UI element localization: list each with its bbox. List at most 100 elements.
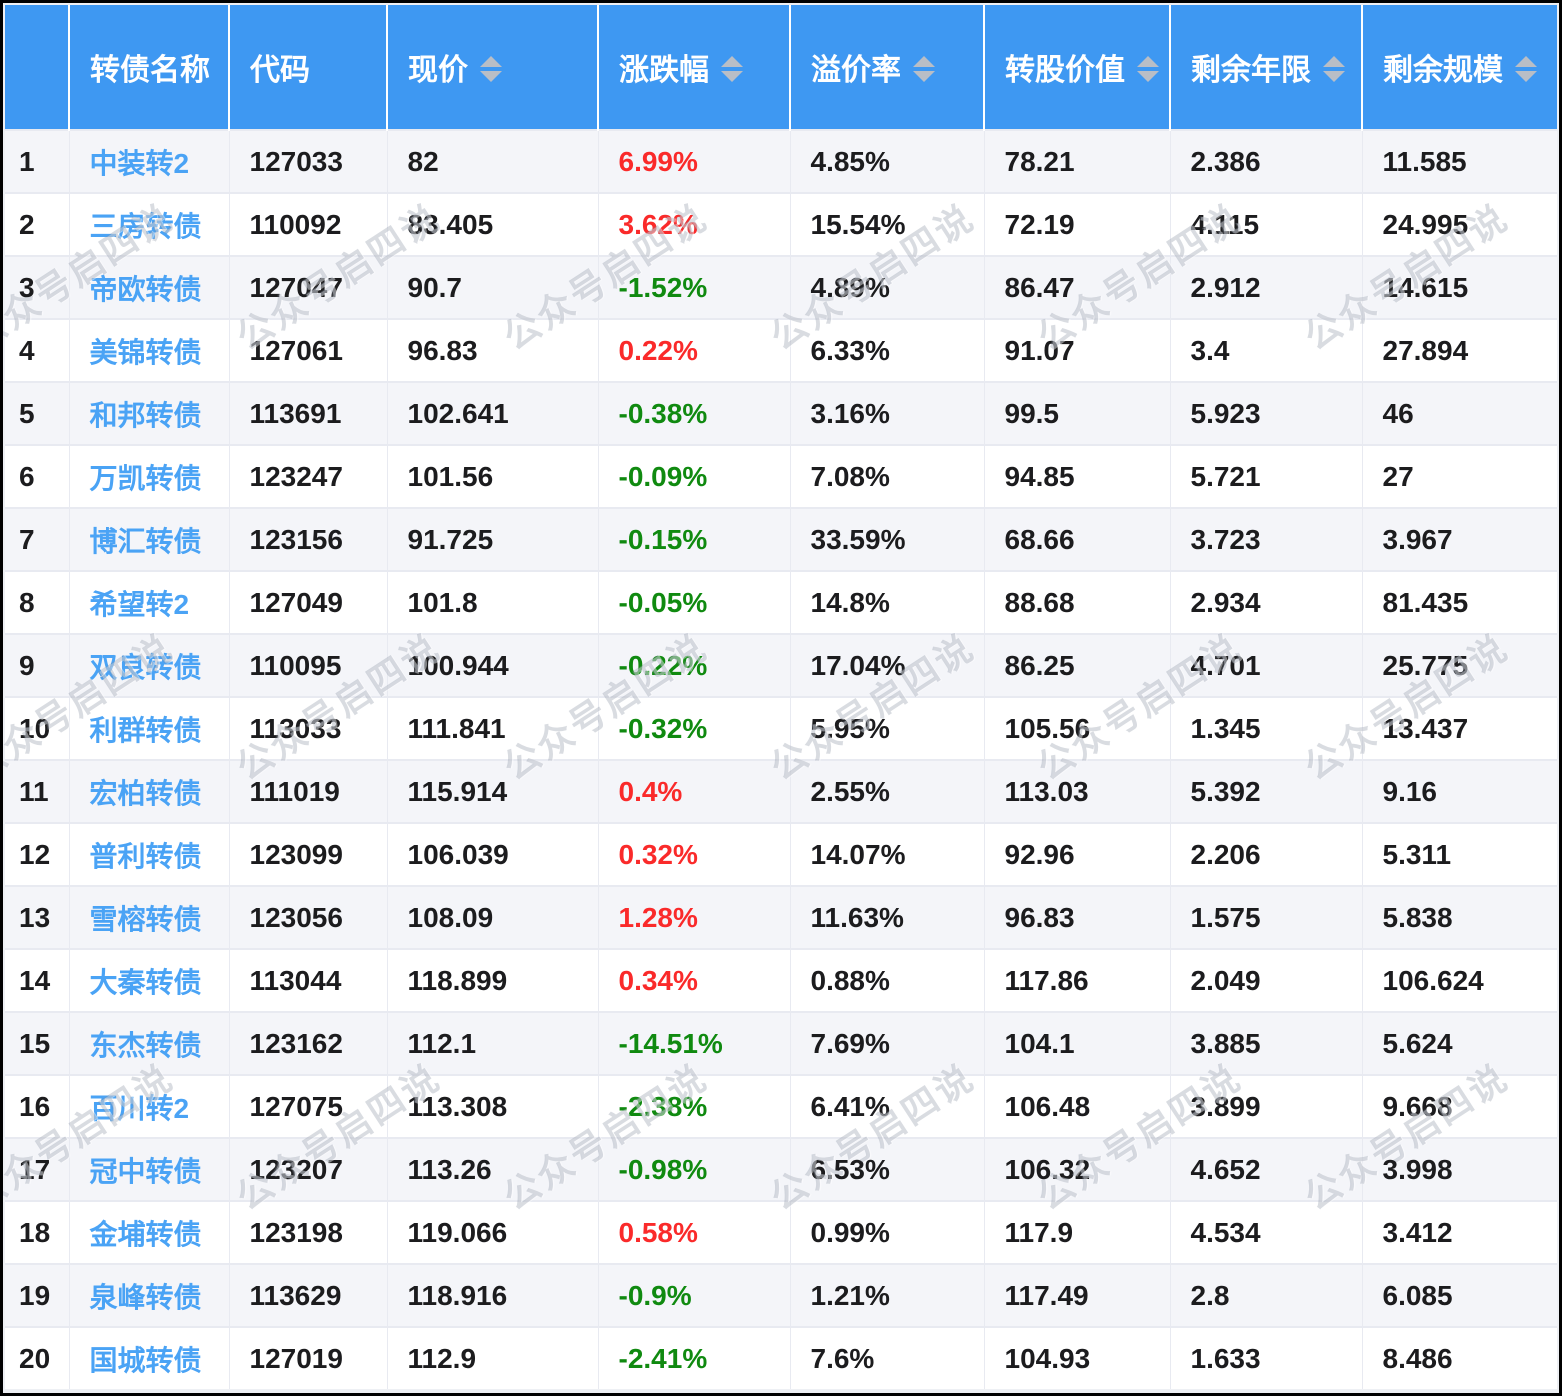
cell-code: 123099 [229,822,388,886]
cell-price: 115.914 [387,759,599,823]
bond-name-link[interactable]: 万凯转债 [89,462,202,494]
cell-row-number: 1 [5,129,70,193]
cell-remaining-years: 2.386 [1170,129,1363,193]
cell-price: 91.725 [387,507,599,571]
cell-conversion-value: 92.96 [984,822,1171,886]
bond-name-link[interactable]: 和邦转债 [89,399,202,431]
cell-code: 123162 [229,1011,388,1075]
cell-conversion-value: 105.56 [984,696,1171,760]
cell-code: 127033 [229,129,388,193]
cell-change-percent: 3.62% [598,192,791,256]
bond-name-link[interactable]: 泉峰转债 [89,1281,202,1313]
cell-change-percent: -2.38% [598,1074,791,1138]
bond-name-link[interactable]: 宏柏转债 [89,777,202,809]
bond-name-link[interactable]: 中装转2 [89,147,190,179]
cell-conversion-value: 106.32 [984,1137,1171,1201]
cell-change-percent: -0.98% [598,1137,791,1201]
bond-name-link[interactable]: 帝欧转债 [89,273,202,305]
cell-row-number: 7 [5,507,70,571]
cell-change-percent: 0.22% [598,318,791,382]
cell-bond-name: 东杰转债 [69,1011,230,1075]
cell-bond-name: 雪榕转债 [69,885,230,949]
bond-name-link[interactable]: 利群转债 [89,714,202,746]
cell-change-percent: -0.22% [598,633,791,697]
cell-premium-rate: 4.89% [790,255,985,319]
cell-price: 106.039 [387,822,599,886]
column-header-label: 剩余年限 [1191,54,1311,87]
cell-bond-name: 宏柏转债 [69,759,230,823]
cell-row-number: 8 [5,570,70,634]
cell-change-percent: 0.34% [598,948,791,1012]
table-row: 4 美锦转债 127061 96.83 0.22% 6.33% 91.07 3.4 27.894 [5,318,1557,382]
cell-remaining-size: 46 [1362,381,1557,445]
cell-premium-rate: 6.53% [790,1137,985,1201]
sort-down-arrow-icon [913,71,935,83]
cell-remaining-size: 3.967 [1362,507,1557,571]
cell-premium-rate: 0.99% [790,1200,985,1264]
cell-conversion-value: 94.85 [984,444,1171,508]
column-header-change[interactable]: 涨跌幅 [598,5,791,130]
column-header-size-left[interactable]: 剩余规模 [1362,5,1557,130]
table-row: 9 双良转债 110095 100.944 -0.22% 17.04% 86.25 4.701… [5,633,1557,697]
sort-up-arrow-icon [1515,56,1537,68]
cell-change-percent: -0.15% [598,507,791,571]
bond-name-link[interactable]: 百川转2 [89,1092,190,1124]
cell-remaining-years: 4.701 [1170,633,1363,697]
cell-premium-rate: 3.16% [790,381,985,445]
bond-name-link[interactable]: 冠中转债 [89,1155,202,1187]
bond-name-link[interactable]: 雪榕转债 [89,903,202,935]
cell-price: 112.1 [387,1011,599,1075]
bond-name-link[interactable]: 大秦转债 [89,966,202,998]
bond-name-link[interactable]: 金埔转债 [89,1218,202,1250]
column-header-label: 转股价值 [1005,54,1125,87]
cell-premium-rate: 5.95% [790,696,985,760]
cell-remaining-years: 2.206 [1170,822,1363,886]
bond-name-link[interactable]: 三房转债 [89,210,202,242]
cell-code: 113691 [229,381,388,445]
cell-code: 127075 [229,1074,388,1138]
cell-premium-rate: 7.69% [790,1011,985,1075]
bond-name-link[interactable]: 东杰转债 [89,1029,202,1061]
table-row: 5 和邦转债 113691 102.641 -0.38% 3.16% 99.5 5.923 46 [5,381,1557,445]
sort-up-arrow-icon [913,56,935,68]
cell-bond-name: 中装转2 [69,129,230,193]
sort-down-arrow-icon [1137,71,1159,83]
sort-icon [721,56,743,83]
table-row: 13 雪榕转债 123056 108.09 1.28% 11.63% 96.83 1.575 5… [5,885,1557,949]
bond-name-link[interactable]: 普利转债 [89,840,202,872]
table-row: 2 三房转债 110092 83.405 3.62% 15.54% 72.19 4.115 24… [5,192,1557,256]
column-header-label: 代码 [250,54,310,87]
column-header-code: 代码 [229,5,388,130]
cell-remaining-years: 2.912 [1170,255,1363,319]
column-header-label: 剩余规模 [1383,54,1503,87]
cell-price: 101.56 [387,444,599,508]
cell-row-number: 12 [5,822,70,886]
bond-name-link[interactable]: 博汇转债 [89,525,202,557]
cell-premium-rate: 6.33% [790,318,985,382]
cell-code: 123156 [229,507,388,571]
cell-conversion-value: 117.9 [984,1200,1171,1264]
cell-bond-name: 普利转债 [69,822,230,886]
bond-name-link[interactable]: 希望转2 [89,588,190,620]
cell-price: 82 [387,129,599,193]
cell-remaining-size: 11.585 [1362,129,1557,193]
bond-name-link[interactable]: 国城转债 [89,1344,202,1376]
column-header-price[interactable]: 现价 [387,5,599,130]
cell-row-number: 5 [5,381,70,445]
cell-code: 123207 [229,1137,388,1201]
cell-bond-name: 国城转债 [69,1326,230,1389]
cell-premium-rate: 6.41% [790,1074,985,1138]
column-header-premium[interactable]: 溢价率 [790,5,985,130]
sort-down-arrow-icon [480,71,502,83]
sort-down-arrow-icon [1515,71,1537,83]
cell-premium-rate: 14.8% [790,570,985,634]
cell-conversion-value: 96.83 [984,885,1171,949]
cell-row-number: 4 [5,318,70,382]
column-header-years-left[interactable]: 剩余年限 [1170,5,1363,130]
bond-name-link[interactable]: 双良转债 [89,651,202,683]
column-header-conv-value[interactable]: 转股价值 [984,5,1171,130]
cell-bond-name: 万凯转债 [69,444,230,508]
cell-conversion-value: 104.1 [984,1011,1171,1075]
bond-name-link[interactable]: 美锦转债 [89,336,202,368]
